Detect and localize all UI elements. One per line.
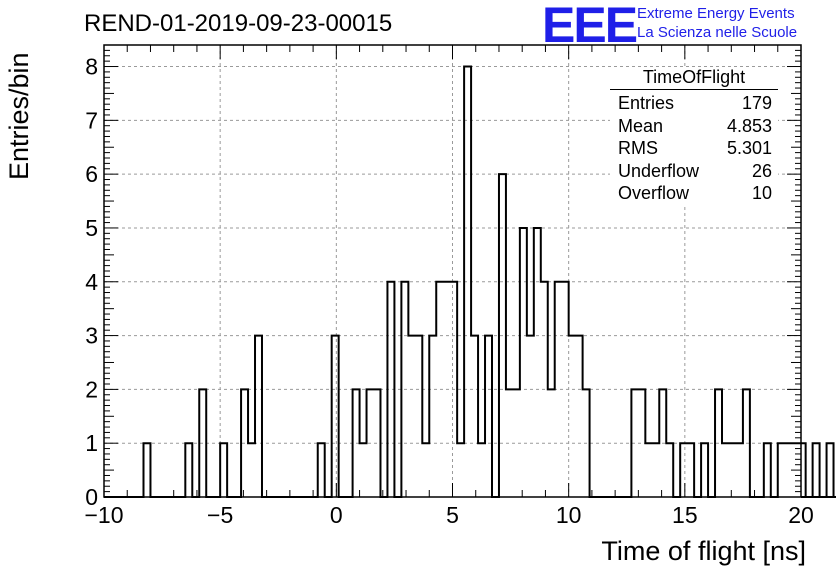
stats-label: Underflow: [618, 160, 700, 181]
stats-row: Mean 4.853: [610, 115, 778, 138]
y-tick-label: 8: [85, 54, 98, 80]
y-tick-label: 6: [85, 161, 98, 187]
stats-row: Overflow 10: [610, 182, 778, 205]
x-tick-label: 20: [788, 502, 814, 528]
stats-row: RMS 5.301: [610, 137, 778, 160]
x-tick-label: 10: [556, 502, 582, 528]
logo-line-2: La Scienza nelle Scuole: [637, 24, 798, 41]
y-tick-label: 5: [85, 215, 98, 241]
y-tick-label: 1: [85, 430, 98, 456]
stats-value: 4.853: [726, 115, 772, 136]
stats-title: TimeOfFlight: [610, 67, 778, 90]
eee-logo: EEE: [542, 0, 638, 53]
stats-value: 179: [741, 93, 772, 113]
stats-label: Entries: [618, 93, 675, 113]
y-tick-label: 0: [85, 484, 98, 510]
stats-row: Entries 179: [610, 92, 778, 115]
stats-box: TimeOfFlight Entries 179 Mean 4.853 RMS …: [610, 67, 778, 205]
stats-label: Overflow: [618, 183, 690, 203]
axis-ticks: [103, 44, 802, 498]
stats-value: 5.301: [726, 138, 772, 158]
x-tick-label: −5: [207, 502, 233, 528]
histogram-series: [104, 65, 836, 498]
stats-row: Underflow 26: [610, 160, 778, 183]
y-tick-label: 7: [85, 107, 98, 133]
y-tick-label: 4: [85, 269, 98, 295]
y-tick-label: 3: [85, 323, 98, 349]
x-tick-label: 5: [446, 502, 459, 528]
x-axis-label: Time of flight [ns]: [601, 536, 806, 566]
stats-label: RMS: [618, 138, 658, 158]
x-tick-label: −10: [84, 502, 123, 528]
y-tick-label: 2: [85, 376, 98, 402]
chart-title: REND-01-2019-09-23-00015: [84, 10, 393, 37]
eee-logo-caption: Extreme Energy Events La Scienza nelle S…: [637, 4, 797, 42]
y-axis-label: Entries/bin: [4, 52, 34, 180]
stats-label: Mean: [618, 115, 664, 136]
logo-line-1: Extreme Energy Events: [637, 5, 795, 22]
x-tick-label: 15: [672, 502, 698, 528]
axis-tick-labels: −10 −5 0 5 10 15 20 0 1 2 3 4 5 6 7 8: [84, 54, 813, 528]
stats-value: 10: [751, 183, 772, 203]
stats-value: 26: [751, 160, 772, 181]
x-tick-label: 0: [330, 502, 343, 528]
